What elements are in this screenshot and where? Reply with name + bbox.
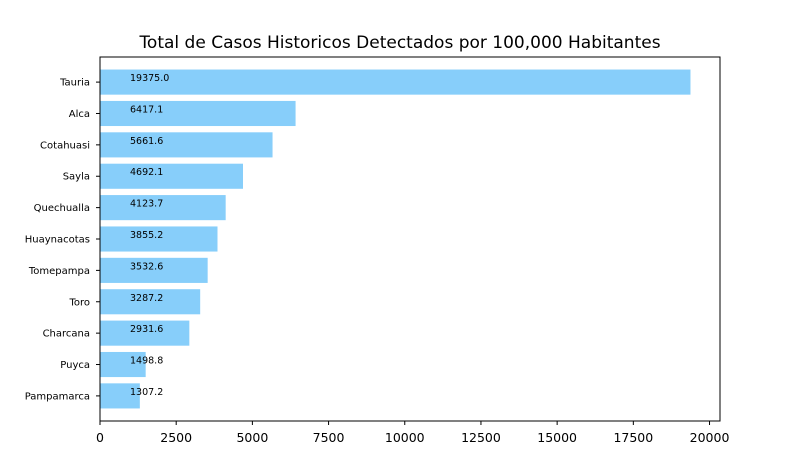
x-tick-label: 10000	[385, 430, 425, 445]
y-category-label: Puyca	[60, 360, 90, 371]
y-category-label: Huaynacotas	[25, 235, 90, 246]
bar-tauria	[100, 69, 691, 95]
plot-frame	[99, 56, 721, 422]
x-axis-ticks: 0 2500 5000 7500 10000 12500 15000 17500 20000	[96, 421, 729, 445]
data-label: 3855.2	[130, 230, 163, 241]
data-label: 1498.8	[130, 356, 163, 367]
y-axis-categories: Tauria Alca Cotahuasi Sayla Quechualla Huayna…	[25, 78, 100, 402]
bar-tomepampa	[100, 257, 208, 283]
y-category-label: Tauria	[59, 78, 90, 89]
data-label: 19375.0	[130, 73, 169, 84]
x-tick-label: 2500	[160, 430, 192, 445]
y-category-label: Charcana	[43, 329, 90, 340]
bar-charcana	[100, 320, 190, 346]
y-category-label: Pampamarca	[25, 391, 90, 402]
data-label: 4692.1	[130, 167, 163, 178]
bar-huaynacotas	[100, 226, 218, 252]
x-tick-label: 0	[96, 430, 104, 445]
data-label: 5661.6	[130, 136, 163, 147]
y-category-label: Cotahuasi	[40, 140, 90, 151]
x-tick-label: 17500	[613, 430, 653, 445]
data-label: 4123.7	[130, 199, 163, 210]
data-label: 2931.6	[130, 324, 163, 335]
x-tick-label: 7500	[313, 430, 345, 445]
bar-puyca	[100, 351, 146, 378]
x-tick-label: 15000	[537, 430, 577, 445]
chart-title: Total de Casos Historicos Detectados por…	[138, 33, 660, 53]
data-label: 6417.1	[130, 104, 163, 115]
data-label: 3287.2	[130, 293, 163, 304]
bar-cotahuasi	[100, 132, 273, 158]
bar-pampamarca	[100, 383, 140, 409]
x-tick-label: 20000	[690, 430, 730, 445]
x-tick-label: 5000	[236, 430, 268, 445]
bar-sayla	[100, 163, 243, 189]
data-labels-group: 19375.0 6417.1 5661.6 4692.1 4123.7 3855.2 353…	[130, 73, 169, 398]
y-category-label: Alca	[69, 109, 90, 120]
x-tick-label: 12500	[461, 430, 501, 445]
bar-alca	[100, 100, 296, 127]
bar-toro	[100, 289, 201, 315]
bar-quechualla	[100, 195, 226, 221]
data-label: 3532.6	[130, 261, 163, 272]
y-category-label: Quechualla	[34, 203, 90, 214]
y-category-label: Sayla	[63, 172, 90, 183]
y-category-label: Tomepampa	[28, 266, 90, 277]
data-label: 1307.2	[130, 387, 163, 398]
bars-group	[100, 69, 691, 409]
y-category-label: Toro	[68, 297, 90, 308]
